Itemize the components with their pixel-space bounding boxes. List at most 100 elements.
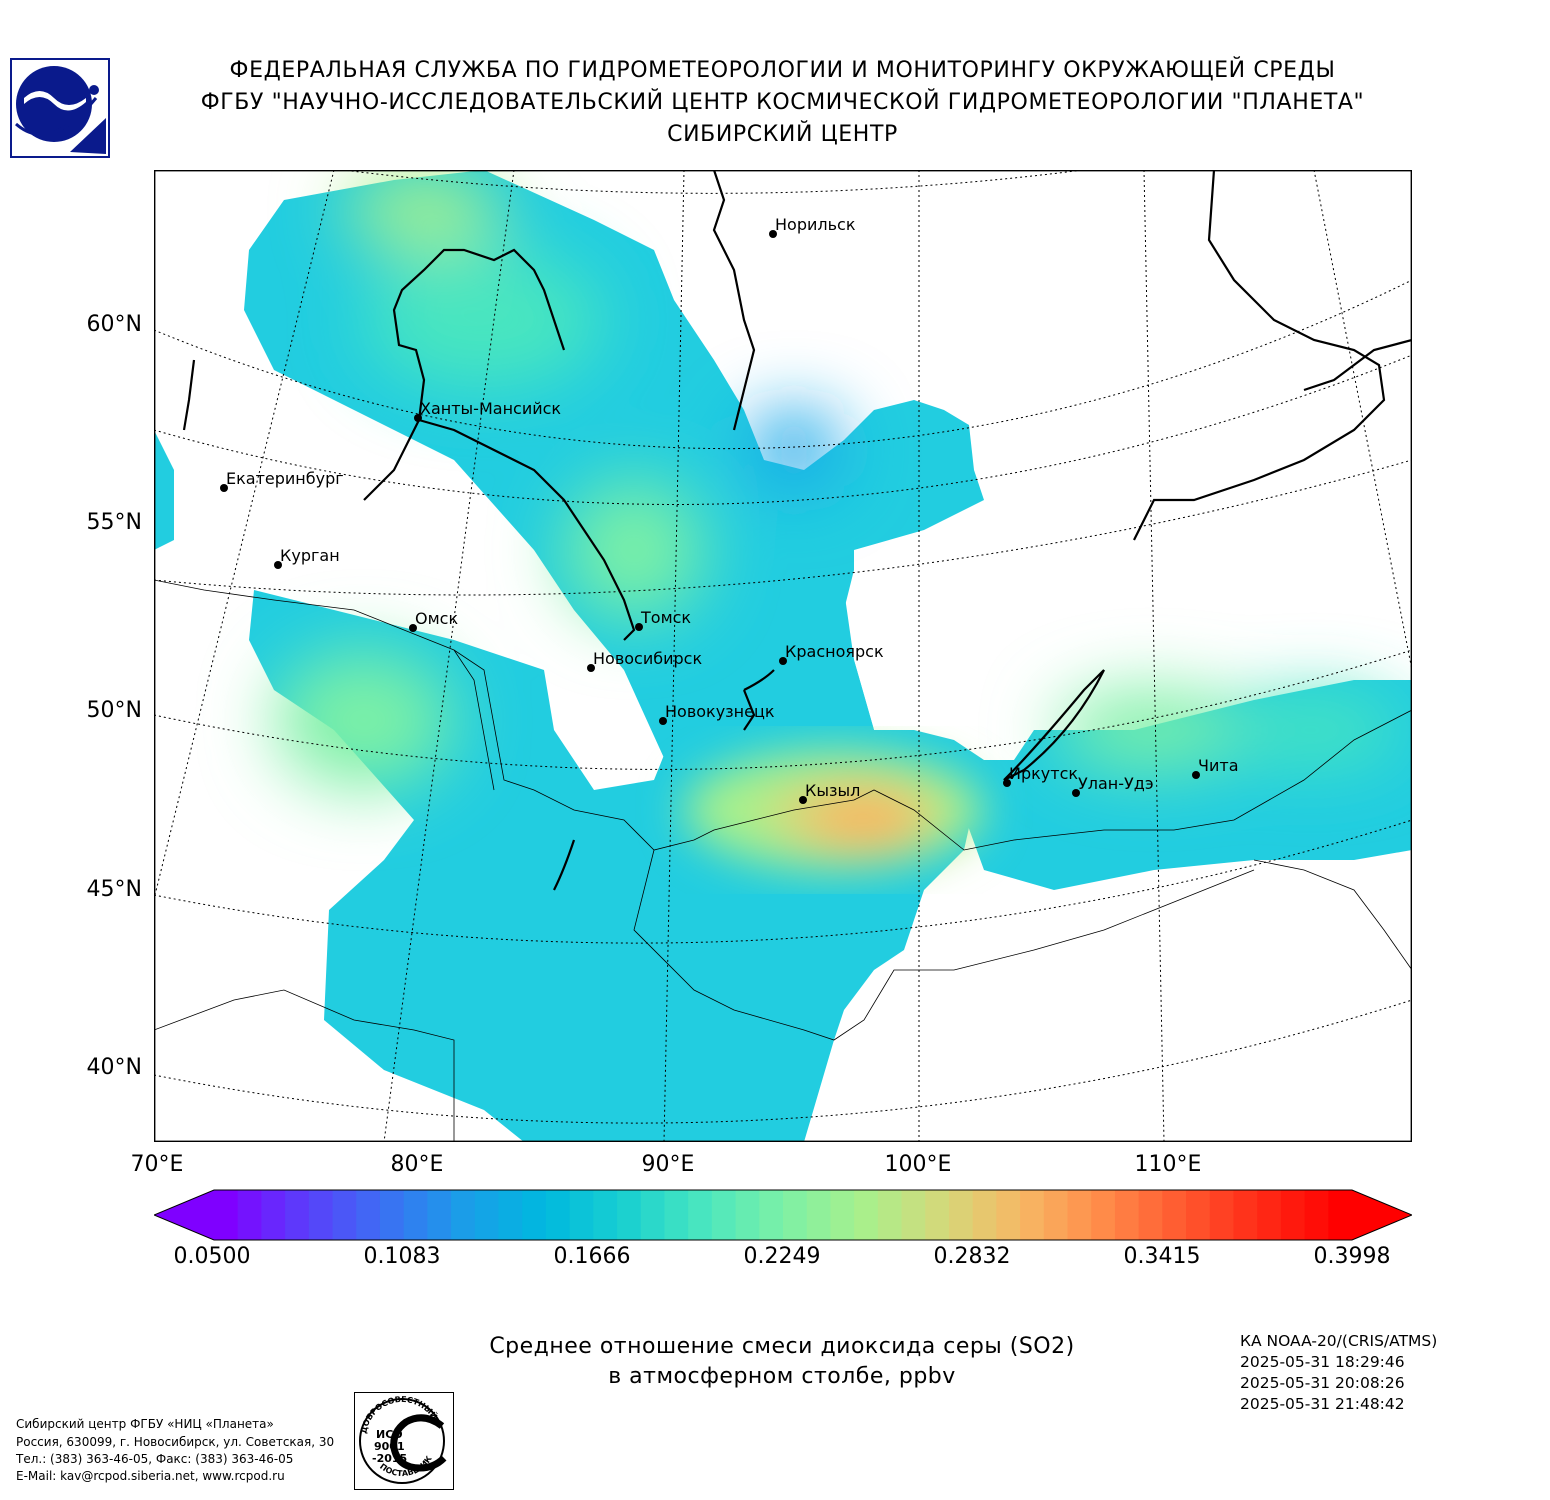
colorbar-cell [332, 1190, 357, 1240]
colorbar-cell [617, 1190, 642, 1240]
lat-label-45: 45°N [86, 877, 142, 902]
colorbar-cell [1233, 1190, 1258, 1240]
colorbar-cell [1257, 1190, 1282, 1240]
lat-label-55: 55°N [86, 510, 142, 535]
colorbar-cell [1186, 1190, 1211, 1240]
colorbar-cell [237, 1190, 263, 1240]
lat-label-40: 40°N [86, 1055, 142, 1080]
city-label: Чита [1198, 756, 1239, 775]
city-label: Новокузнецк [665, 702, 775, 721]
city-label: Иркутск [1009, 764, 1078, 783]
city-label: Кызыл [805, 781, 860, 800]
colorbar-cell [1043, 1190, 1069, 1240]
colorbar-cell [688, 1190, 713, 1240]
colorbar-tick-2: 0.1666 [553, 1244, 631, 1269]
city-marker [1072, 789, 1080, 797]
colorbar-tick-0: 0.0500 [173, 1244, 251, 1269]
colorbar-cell [1280, 1190, 1306, 1240]
iso-9001-logo: ДОБРОСОВЕСТНЫЙ ПОСТАВЩИК ИСО 9001 -2015 [354, 1392, 454, 1490]
colorbar [154, 1189, 1412, 1241]
colorbar-cell [427, 1190, 452, 1240]
colorbar-cell [664, 1190, 689, 1240]
footer-line-2: Россия, 630099, г. Новосибирск, ул. Сове… [16, 1435, 335, 1449]
city-marker [769, 230, 777, 238]
colorbar-cell [593, 1190, 618, 1240]
colorbar-cell [711, 1190, 737, 1240]
lon-label-80: 80°E [390, 1152, 444, 1177]
satellite-time-3: 2025-05-31 21:48:42 [1240, 1395, 1405, 1413]
city-marker [587, 664, 595, 672]
colorbar-tick-3: 0.2249 [743, 1244, 821, 1269]
colorbar-cell [1209, 1190, 1235, 1240]
colorbar-cell [783, 1190, 808, 1240]
colorbar-cell [308, 1190, 334, 1240]
city-marker [1192, 771, 1200, 779]
colorbar-cell [1138, 1190, 1163, 1240]
colorbar-cell [806, 1190, 832, 1240]
footer-line-4: E-Mail: kav@rcpod.siberia.net, www.rcpod… [16, 1469, 285, 1483]
lon-label-100: 100°E [884, 1152, 952, 1177]
colorbar-outline [154, 1189, 1412, 1241]
colorbar-cell [474, 1190, 500, 1240]
rivers [182, 170, 1412, 891]
cities-layer: Норильск Ханты-Мансийск Екатеринбург Курган… [220, 215, 1239, 804]
satellite-time-1: 2025-05-31 18:29:46 [1240, 1353, 1405, 1371]
colorbar-cell [545, 1190, 571, 1240]
colorbar-cell [925, 1190, 950, 1240]
satellite-name: КА NOAA-20/(CRIS/ATMS) [1240, 1332, 1438, 1350]
city-label: Новосибирск [593, 649, 702, 668]
colorbar-cell [948, 1190, 974, 1240]
lat-label-60: 60°N [86, 312, 142, 337]
city-marker [1003, 779, 1011, 787]
colorbar-tick-5: 0.3415 [1123, 1244, 1201, 1269]
colorbar-extend-max [1352, 1190, 1412, 1240]
caption-line-1: Среднее отношение смеси диоксида серы (S… [489, 1334, 1075, 1359]
colorbar-cell [451, 1190, 476, 1240]
city-label: Норильск [775, 215, 856, 234]
city-label: Красноярск [785, 642, 884, 661]
colorbar-cell [261, 1190, 286, 1240]
colorbar-cell [1114, 1190, 1140, 1240]
lon-label-110: 110°E [1134, 1152, 1202, 1177]
map-frame-border [154, 170, 1412, 1142]
header-line-2: ФГБУ "НАУЧНО-ИССЛЕДОВАТЕЛЬСКИЙ ЦЕНТР КОС… [200, 90, 1365, 115]
colorbar-cell [379, 1190, 405, 1240]
city-label: Ханты-Мансийск [420, 399, 561, 418]
colorbar-tick-1: 0.1083 [363, 1244, 441, 1269]
colorbar-cell [640, 1190, 666, 1240]
graticule [154, 170, 1412, 1142]
colorbar-cell [996, 1190, 1021, 1240]
caption-line-2: в атмосферном столбе, ppbv [608, 1364, 956, 1389]
footer-line-3: Тел.: (383) 363-46-05, Факс: (383) 363-4… [16, 1452, 294, 1466]
planeta-logo [10, 58, 110, 158]
colorbar-cell [403, 1190, 428, 1240]
lat-label-50: 50°N [86, 698, 142, 723]
city-label: Томск [640, 608, 691, 627]
colorbar-cell [830, 1190, 855, 1240]
colorbar-cell [214, 1190, 239, 1240]
colorbar-cell [735, 1190, 760, 1240]
colorbar-cell [972, 1190, 997, 1240]
colorbar-cell [877, 1190, 903, 1240]
footer-line-1: Сибирский центр ФГБУ «НИЦ «Планета» [16, 1417, 274, 1431]
city-label: Екатеринбург [226, 469, 344, 488]
city-marker [779, 657, 787, 665]
lon-label-70: 70°E [130, 1152, 184, 1177]
city-label: Улан-Удэ [1078, 774, 1154, 793]
colorbar-cell [1304, 1190, 1329, 1240]
header-line-3: СИБИРСКИЙ ЦЕНТР [667, 122, 898, 147]
colorbar-cell [285, 1190, 310, 1240]
colorbar-cell [356, 1190, 381, 1240]
city-marker [659, 717, 667, 725]
colorbar-cell [854, 1190, 879, 1240]
colorbar-tick-6: 0.3998 [1313, 1244, 1391, 1269]
iso-text-2: 9001 [374, 1440, 405, 1453]
colorbar-cell [498, 1190, 523, 1240]
city-marker [799, 796, 807, 804]
colorbar-cell [569, 1190, 594, 1240]
city-label: Омск [415, 609, 458, 628]
so2-map: Норильск Ханты-Мансийск Екатеринбург Курган… [154, 170, 1412, 1142]
colorbar-cell [901, 1190, 926, 1240]
colorbar-cell [522, 1190, 547, 1240]
city-label: Курган [280, 546, 340, 565]
